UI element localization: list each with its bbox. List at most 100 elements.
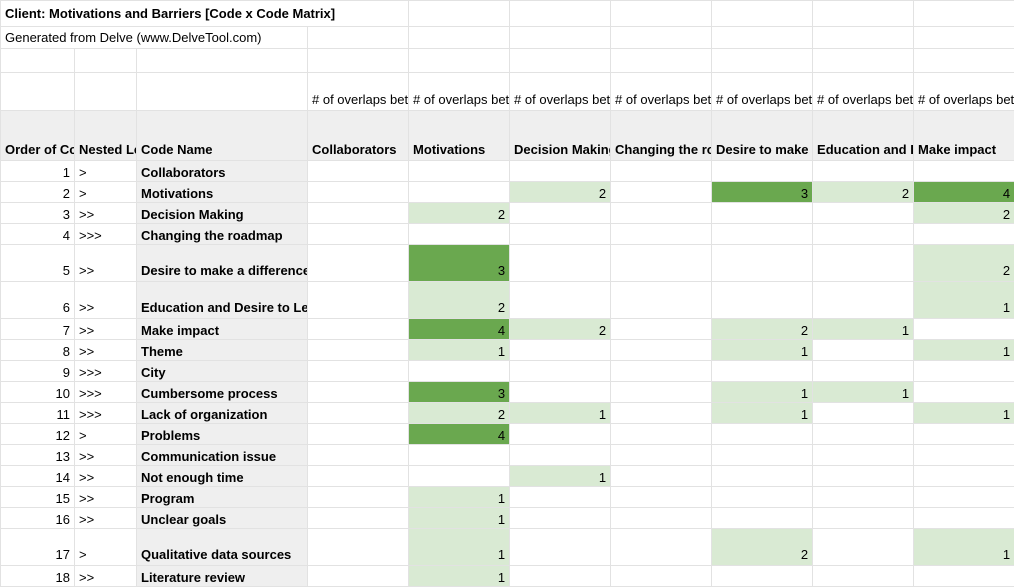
overlap-description[interactable]: # of overlaps between codes [510, 73, 611, 111]
overlap-description[interactable]: # of overlaps between codes [914, 73, 1014, 111]
overlap-cell[interactable] [813, 424, 914, 445]
overlap-cell[interactable]: 2 [712, 529, 813, 566]
order-cell[interactable]: 5 [1, 245, 75, 282]
overlap-cell[interactable]: 1 [813, 319, 914, 340]
column-header[interactable]: Decision Making [510, 111, 611, 161]
overlap-cell[interactable] [712, 224, 813, 245]
code-name-cell[interactable]: Qualitative data sources [137, 529, 308, 566]
cell[interactable] [712, 27, 813, 49]
overlap-cell[interactable] [611, 566, 712, 587]
overlap-cell[interactable] [611, 224, 712, 245]
overlap-cell[interactable]: 1 [409, 529, 510, 566]
cell[interactable] [75, 49, 137, 73]
overlap-cell[interactable]: 4 [409, 424, 510, 445]
cell[interactable] [813, 49, 914, 73]
overlap-cell[interactable] [308, 224, 409, 245]
cell[interactable] [611, 49, 712, 73]
code-name-cell[interactable]: Desire to make a difference [137, 245, 308, 282]
overlap-cell[interactable] [611, 445, 712, 466]
overlap-cell[interactable] [813, 508, 914, 529]
order-cell[interactable]: 8 [1, 340, 75, 361]
overlap-cell[interactable] [813, 487, 914, 508]
cell[interactable] [308, 49, 409, 73]
code-name-cell[interactable]: Unclear goals [137, 508, 308, 529]
cell[interactable] [712, 49, 813, 73]
overlap-cell[interactable] [611, 282, 712, 319]
overlap-cell[interactable]: 1 [409, 566, 510, 587]
code-name-cell[interactable]: Make impact [137, 319, 308, 340]
order-cell[interactable]: 10 [1, 382, 75, 403]
header-nested-level[interactable]: Nested Level [75, 111, 137, 161]
cell[interactable] [813, 27, 914, 49]
overlap-cell[interactable] [712, 161, 813, 182]
overlap-cell[interactable]: 1 [712, 340, 813, 361]
overlap-cell[interactable] [914, 224, 1014, 245]
overlap-cell[interactable] [409, 182, 510, 203]
overlap-cell[interactable]: 1 [510, 466, 611, 487]
overlap-cell[interactable]: 4 [914, 182, 1014, 203]
overlap-cell[interactable] [308, 508, 409, 529]
overlap-cell[interactable] [308, 382, 409, 403]
overlap-cell[interactable]: 1 [712, 382, 813, 403]
overlap-cell[interactable]: 2 [914, 203, 1014, 224]
nested-level-cell[interactable]: >>> [75, 224, 137, 245]
nested-level-cell[interactable]: >> [75, 466, 137, 487]
overlap-cell[interactable]: 3 [712, 182, 813, 203]
code-name-cell[interactable]: Education and Desire to Learn [137, 282, 308, 319]
overlap-cell[interactable] [712, 566, 813, 587]
cell[interactable] [1, 73, 75, 111]
overlap-cell[interactable] [510, 424, 611, 445]
overlap-cell[interactable]: 2 [409, 203, 510, 224]
sheet-subtitle[interactable]: Generated from Delve (www.DelveTool.com) [1, 27, 308, 49]
code-name-cell[interactable]: Motivations [137, 182, 308, 203]
overlap-cell[interactable] [510, 445, 611, 466]
cell[interactable] [1, 49, 75, 73]
order-cell[interactable]: 18 [1, 566, 75, 587]
overlap-cell[interactable]: 1 [510, 403, 611, 424]
overlap-cell[interactable] [510, 245, 611, 282]
cell[interactable] [510, 27, 611, 49]
order-cell[interactable]: 16 [1, 508, 75, 529]
overlap-cell[interactable] [308, 566, 409, 587]
overlap-cell[interactable] [813, 282, 914, 319]
overlap-cell[interactable]: 2 [510, 182, 611, 203]
overlap-cell[interactable] [813, 529, 914, 566]
overlap-cell[interactable] [914, 361, 1014, 382]
overlap-cell[interactable] [712, 361, 813, 382]
cell[interactable] [409, 49, 510, 73]
overlap-cell[interactable] [611, 245, 712, 282]
overlap-cell[interactable] [510, 361, 611, 382]
overlap-cell[interactable] [308, 245, 409, 282]
overlap-description[interactable]: # of overlaps between codes [712, 73, 813, 111]
cell[interactable] [510, 49, 611, 73]
overlap-cell[interactable]: 2 [712, 319, 813, 340]
overlap-cell[interactable] [510, 566, 611, 587]
nested-level-cell[interactable]: >>> [75, 403, 137, 424]
nested-level-cell[interactable]: >> [75, 319, 137, 340]
nested-level-cell[interactable]: >> [75, 487, 137, 508]
nested-level-cell[interactable]: > [75, 161, 137, 182]
overlap-cell[interactable] [712, 466, 813, 487]
cell[interactable] [409, 27, 510, 49]
order-cell[interactable]: 15 [1, 487, 75, 508]
overlap-cell[interactable] [409, 466, 510, 487]
code-name-cell[interactable]: Decision Making [137, 203, 308, 224]
code-name-cell[interactable]: Collaborators [137, 161, 308, 182]
cell[interactable] [611, 1, 712, 27]
nested-level-cell[interactable]: > [75, 424, 137, 445]
overlap-cell[interactable] [813, 203, 914, 224]
column-header[interactable]: Make impact [914, 111, 1014, 161]
overlap-cell[interactable] [611, 529, 712, 566]
overlap-cell[interactable] [813, 224, 914, 245]
overlap-cell[interactable] [611, 508, 712, 529]
overlap-cell[interactable] [611, 466, 712, 487]
nested-level-cell[interactable]: >> [75, 282, 137, 319]
overlap-cell[interactable]: 1 [409, 508, 510, 529]
overlap-cell[interactable] [712, 203, 813, 224]
overlap-cell[interactable] [611, 161, 712, 182]
order-cell[interactable]: 9 [1, 361, 75, 382]
column-header[interactable]: Changing the roadmap [611, 111, 712, 161]
code-name-cell[interactable]: Literature review [137, 566, 308, 587]
overlap-cell[interactable]: 1 [914, 403, 1014, 424]
overlap-cell[interactable]: 1 [813, 382, 914, 403]
